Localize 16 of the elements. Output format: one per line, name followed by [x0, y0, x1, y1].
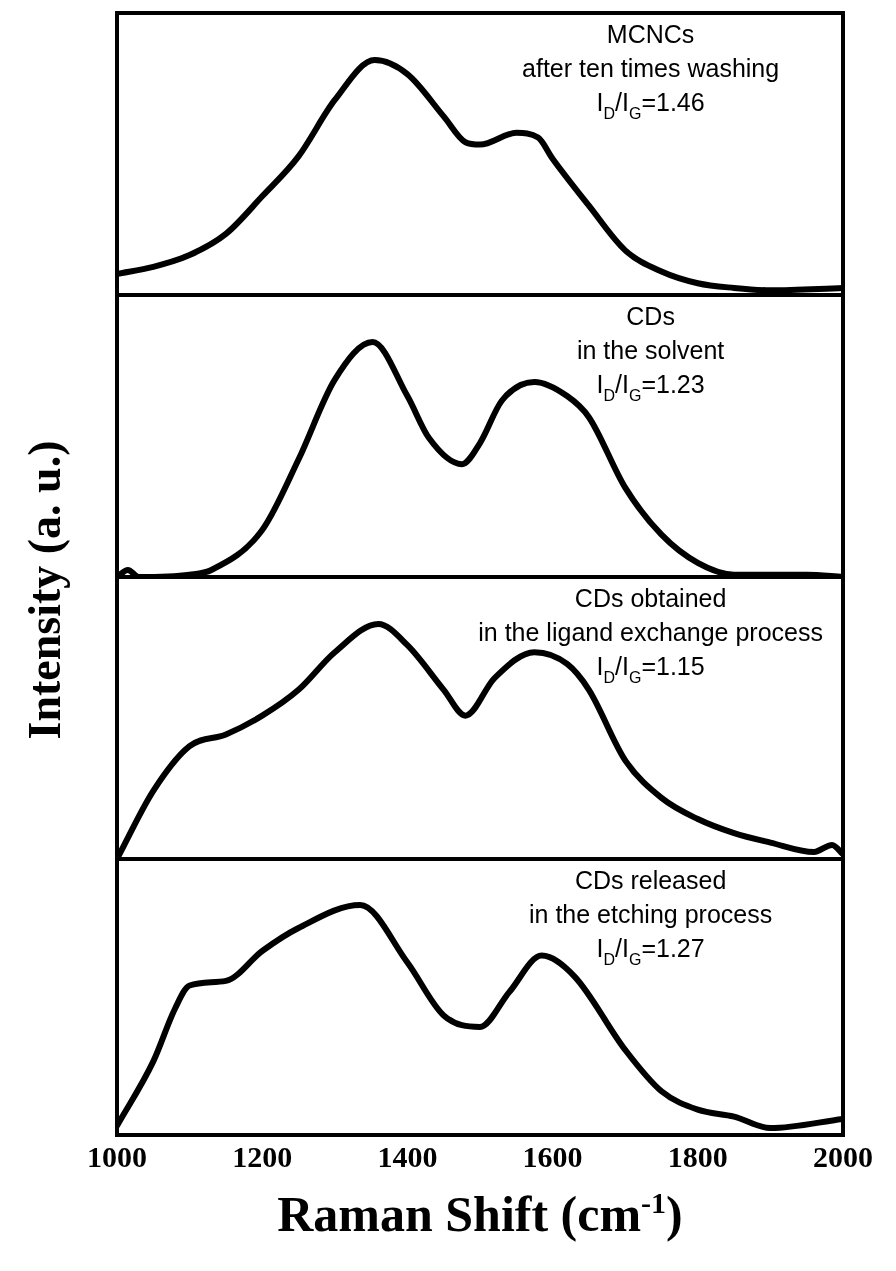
x-tick-label: 1400: [377, 1139, 438, 1173]
text: CDs obtained: [574, 584, 727, 612]
x-tick-label: 1000: [87, 1139, 147, 1173]
x-tick-label: 2000: [813, 1139, 873, 1173]
text: MCNCs: [606, 20, 695, 48]
x-tick-label: 1200: [232, 1139, 293, 1173]
annotation: in the etching process: [529, 900, 773, 928]
annotation: in the solvent: [576, 336, 725, 364]
x-tick-label: 1800: [667, 1139, 728, 1173]
x-axis-title: Raman Shift (cm$^{-1}$): [277, 1185, 683, 1243]
y-axis-title: Intensity (a. u.): [17, 440, 71, 740]
x-tick-label: 1600: [522, 1139, 583, 1173]
text: CDs released: [574, 866, 727, 894]
text: CDs: [626, 302, 675, 330]
annotation: after ten times washing: [522, 54, 780, 82]
annotation: in the ligand exchange process: [478, 618, 823, 646]
